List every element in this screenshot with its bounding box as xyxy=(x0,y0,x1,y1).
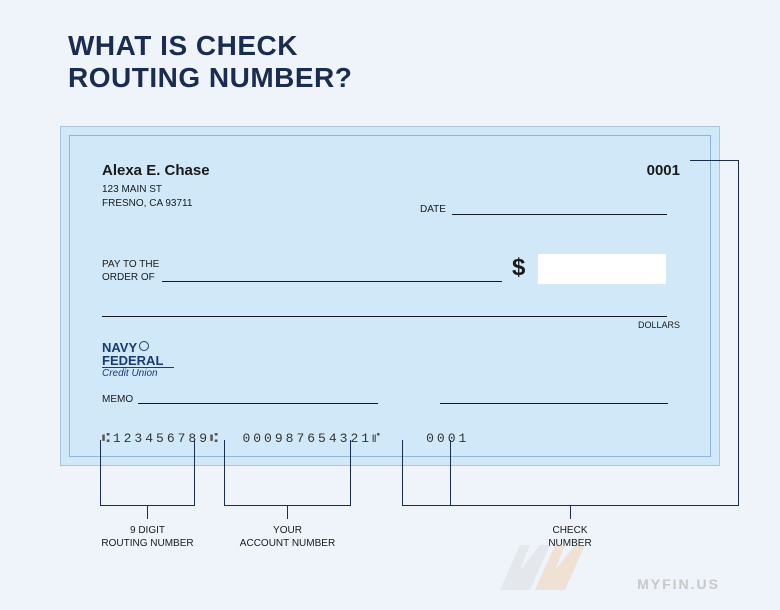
callout-line xyxy=(738,160,739,506)
callout-account-label: YOUR ACCOUNT NUMBER xyxy=(224,524,351,550)
micr-checknum: 0001 xyxy=(426,431,469,446)
check-inner-border: Alexa E. Chase 123 MAIN ST FRESNO, CA 93… xyxy=(69,135,711,457)
bank-sub: Credit Union xyxy=(102,367,174,379)
globe-icon xyxy=(139,341,149,351)
callout-line xyxy=(570,505,571,519)
cc1: CHECK xyxy=(530,524,610,537)
dollar-sign: $ xyxy=(512,254,525,282)
dollars-line xyxy=(102,316,667,317)
payto-1: PAY TO THE xyxy=(102,258,159,271)
bank-name-2: FEDERAL xyxy=(102,353,163,368)
title-line-2: ROUTING NUMBER? xyxy=(68,62,352,94)
callout-line xyxy=(402,440,403,505)
payto-2: ORDER OF xyxy=(102,271,159,284)
amount-box xyxy=(538,254,666,284)
address-line-1: 123 MAIN ST xyxy=(102,184,162,195)
check-number-top: 0001 xyxy=(647,162,680,179)
bank-logo: NAVY FEDERAL Credit Union xyxy=(102,341,174,379)
callout-line xyxy=(224,440,225,505)
signature-line xyxy=(440,403,668,404)
check-graphic: Alexa E. Chase 123 MAIN ST FRESNO, CA 93… xyxy=(60,126,720,466)
ca1: YOUR xyxy=(224,524,351,537)
date-label: DATE xyxy=(420,204,446,215)
ca2: ACCOUNT NUMBER xyxy=(224,537,351,550)
callout-line xyxy=(690,160,738,161)
callout-line xyxy=(287,505,288,519)
callout-routing-label: 9 DIGIT ROUTING NUMBER xyxy=(100,524,195,550)
payee-name: Alexa E. Chase xyxy=(102,162,210,179)
watermark-text: MYFIN.US xyxy=(637,576,720,592)
micr-symbol: ⑆ xyxy=(210,431,221,446)
pay-to-label: PAY TO THE ORDER OF xyxy=(102,258,159,284)
watermark-logo xyxy=(500,545,620,590)
callout-line xyxy=(100,440,101,505)
callout-line xyxy=(450,440,451,505)
cr1: 9 DIGIT xyxy=(100,524,195,537)
callout-line xyxy=(194,440,195,505)
cr2: ROUTING NUMBER xyxy=(100,537,195,550)
page-title: WHAT IS CHECK ROUTING NUMBER? xyxy=(68,30,352,94)
callout-line xyxy=(147,505,148,519)
micr-line: ⑆123456789⑆ 000987654321⑈ 0001 xyxy=(102,431,469,446)
micr-account: 000987654321 xyxy=(242,431,372,446)
pay-to-line xyxy=(162,281,502,282)
date-line xyxy=(452,214,667,215)
micr-symbol: ⑈ xyxy=(372,431,383,446)
memo-line xyxy=(138,403,378,404)
address-line-2: FRESNO, CA 93711 xyxy=(102,198,192,209)
micr-symbol: ⑆ xyxy=(102,431,113,446)
memo-label: MEMO xyxy=(102,394,133,405)
title-line-1: WHAT IS CHECK xyxy=(68,30,352,62)
dollars-label: DOLLARS xyxy=(638,320,680,330)
callout-line xyxy=(350,440,351,505)
micr-routing: 123456789 xyxy=(113,431,210,446)
